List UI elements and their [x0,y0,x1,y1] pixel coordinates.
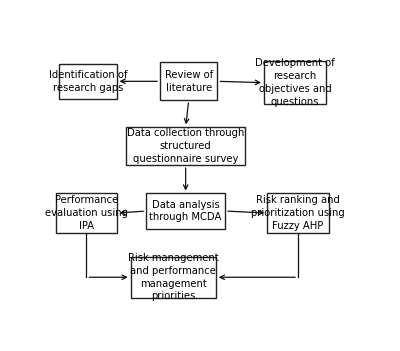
FancyBboxPatch shape [146,193,225,229]
Text: Risk management
and performance
management
priorities: Risk management and performance manageme… [128,253,218,302]
Text: Performance
evaluation using
IPA: Performance evaluation using IPA [45,195,128,231]
FancyBboxPatch shape [56,193,117,233]
FancyBboxPatch shape [267,193,329,233]
Text: Review of
literature: Review of literature [165,70,213,93]
Text: Data analysis
through MCDA: Data analysis through MCDA [150,200,222,223]
FancyBboxPatch shape [131,257,216,298]
FancyBboxPatch shape [160,62,218,100]
Text: Risk ranking and
prioritization using
Fuzzy AHP: Risk ranking and prioritization using Fu… [251,195,345,231]
Text: Identification of
research gaps: Identification of research gaps [49,70,127,93]
FancyBboxPatch shape [264,61,326,104]
FancyBboxPatch shape [59,64,117,99]
FancyBboxPatch shape [126,127,245,165]
Text: Data collection through
structured
questionnaire survey: Data collection through structured quest… [127,128,244,164]
Text: Development of
research
objectives and
questions: Development of research objectives and q… [255,59,335,107]
